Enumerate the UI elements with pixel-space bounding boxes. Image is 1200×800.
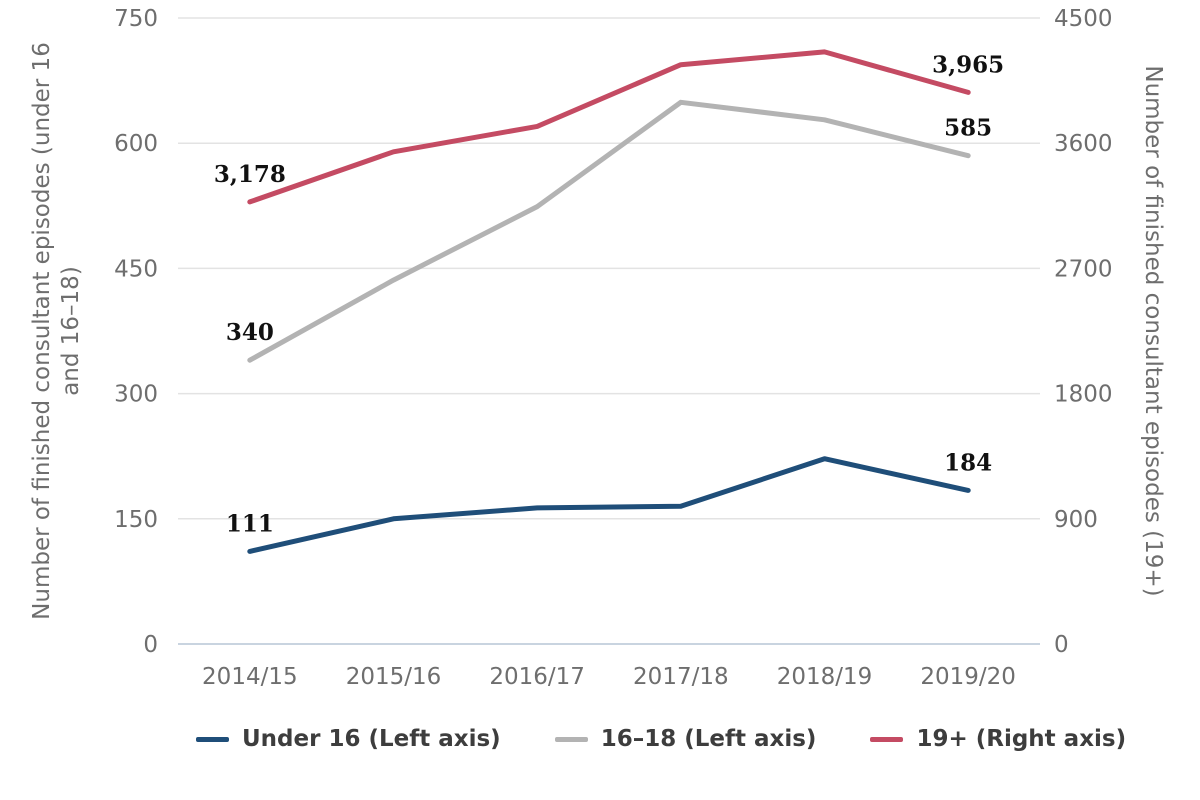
x-axis-tick-2015-16: 2015/16 xyxy=(346,664,442,690)
series-line-under-16 xyxy=(247,456,971,554)
right-axis-tick-1800: 1800 xyxy=(1054,382,1113,408)
series-line-19-plus xyxy=(247,49,971,205)
x-axis-tick-2018-19: 2018/19 xyxy=(777,664,873,690)
left-axis-title-line1: Number of finished consultant episodes (… xyxy=(29,42,55,620)
right-axis-tick-3600: 3600 xyxy=(1054,131,1113,157)
legend-swatch-16-18 xyxy=(554,736,588,742)
right-axis-tick-2700: 2700 xyxy=(1054,256,1113,282)
left-axis-tick-750: 750 xyxy=(114,6,158,32)
legend-label-19-plus: 19+ (Right axis) xyxy=(916,726,1127,752)
legend-swatch-under-16 xyxy=(196,736,229,742)
data-label-16-18-2019-20: 585 xyxy=(944,115,992,142)
data-label-under-16-2014-15: 111 xyxy=(226,510,274,537)
left-axis-tick-150: 150 xyxy=(114,507,158,533)
legend: Under 16 (Left axis) 16–18 (Left axis) 19+… xyxy=(196,726,1126,752)
x-axis-tick-2016-17: 2016/17 xyxy=(489,664,585,690)
right-axis-tick-900: 900 xyxy=(1054,507,1098,533)
left-axis-title: Number of finished consultant episodes (… xyxy=(28,11,86,651)
data-label-under-16-2019-20: 184 xyxy=(944,449,992,476)
left-axis-tick-450: 450 xyxy=(114,256,158,282)
data-label-16-18-2014-15: 340 xyxy=(226,319,274,346)
legend-swatch-19-plus xyxy=(870,736,904,742)
right-axis-tick-4500: 4500 xyxy=(1054,6,1113,32)
series-line-16-18 xyxy=(247,99,971,363)
legend-item-under-16: Under 16 (Left axis) xyxy=(196,726,501,752)
legend-label-under-16: Under 16 (Left axis) xyxy=(242,726,501,752)
left-axis-tick-300: 300 xyxy=(114,382,158,408)
right-axis-tick-0: 0 xyxy=(1054,632,1069,658)
x-axis-tick-2017-18: 2017/18 xyxy=(633,664,729,690)
legend-item-16-18: 16–18 (Left axis) xyxy=(554,726,817,752)
legend-label-16-18: 16–18 (Left axis) xyxy=(600,726,817,752)
left-axis-tick-0: 0 xyxy=(143,632,158,658)
x-axis-tick-2019-20: 2019/20 xyxy=(920,664,1016,690)
data-label-19-plus-2019-20: 3,965 xyxy=(932,51,1004,78)
left-axis-tick-600: 600 xyxy=(114,131,158,157)
legend-item-19-plus: 19+ (Right axis) xyxy=(870,726,1126,752)
x-axis-tick-2014-15: 2014/15 xyxy=(202,664,298,690)
right-axis-title: Number of finished consultant episodes (… xyxy=(1140,65,1166,597)
data-label-19-plus-2014-15: 3,178 xyxy=(214,161,286,188)
left-axis-title-line2: and 16–18) xyxy=(58,266,84,396)
